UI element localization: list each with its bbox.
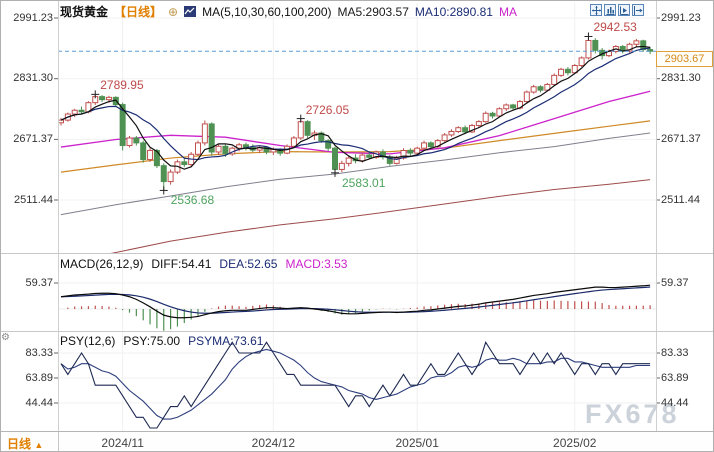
panel-settings-icon[interactable]: ⚙ <box>1 332 10 343</box>
psy-tick-left-1: 83.33 <box>25 347 53 359</box>
dea-value: DEA:52.65 <box>219 257 278 271</box>
month-label: 2024/12 <box>251 436 296 450</box>
candlestick-style-icon[interactable] <box>184 6 197 17</box>
psyma-value: PSYMA:73.61 <box>188 334 264 348</box>
watermark: FX678 <box>585 399 680 429</box>
chart-toolbar <box>590 4 644 16</box>
price-tick-left-3: 2671.37 <box>13 133 53 145</box>
timeframe-arrow-icon: ▲ <box>34 440 44 450</box>
month-label: 2025/01 <box>395 436 439 450</box>
ma-params-label[interactable]: MA(5,10,30,60,100,200) <box>202 4 332 19</box>
psy-params[interactable]: PSY(12,6) <box>60 334 116 348</box>
price-tick-left-2: 2831.30 <box>13 72 53 84</box>
annotation-low: 2583.01 <box>342 175 386 190</box>
timeframe-selector[interactable]: 日线 ▲ <box>7 437 44 451</box>
ma10-value: MA10:2890.81 <box>414 4 493 19</box>
macd-tick-right: 59.37 <box>661 277 689 289</box>
annotation-high: 2726.05 <box>305 102 350 117</box>
month-label: 2024/11 <box>101 436 144 450</box>
price-tick-left-1: 2991.23 <box>13 12 53 24</box>
ma30-value: MA <box>498 4 517 19</box>
time-axis-bar: 日线 ▲ 2024/11 2024/12 2025/01 2025/02 <box>1 431 713 451</box>
price-tick-right-2: 2831.30 <box>661 72 701 84</box>
psy-tick-left-3: 44.44 <box>25 397 53 409</box>
price-tick-right-3: 2671.37 <box>661 133 701 145</box>
psy-tick-right-2: 63.89 <box>661 372 689 384</box>
month-label: 2025/02 <box>553 436 597 450</box>
macd-params[interactable]: MACD(26,12,9) <box>60 257 144 271</box>
instrument-title: 现货黄金 <box>60 5 109 19</box>
diff-value: DIFF:54.41 <box>151 257 212 271</box>
add-indicator-icon[interactable]: ⊕ <box>168 4 179 19</box>
chart-header: 现货黄金 【日线】 ⊕ MA(5,10,30,60,100,200) MA5:2… <box>60 4 517 20</box>
psy-tick-right-3: 44.44 <box>661 397 689 409</box>
annotation-high: 2942.53 <box>593 20 637 35</box>
annotation-low: 2536.68 <box>170 193 215 208</box>
last-price-badge: 2903.67 <box>656 51 713 67</box>
axis-divider <box>58 432 59 451</box>
export-icon[interactable] <box>632 4 644 16</box>
indicator-panel-icon[interactable] <box>604 4 616 16</box>
psy-tick-left-2: 63.89 <box>25 372 53 384</box>
psy-panel-label: PSY(12,6) PSY:75.00 PSYMA:73.61 <box>60 334 263 348</box>
macd-panel-label: MACD(26,12,9) DIFF:54.41 DEA:52.65 MACD:… <box>60 257 347 271</box>
price-tick-left-4: 2511.44 <box>14 194 53 206</box>
ma5-value: MA5:2903.57 <box>337 4 409 19</box>
annotation-high: 2789.95 <box>100 78 144 93</box>
crosshair-icon[interactable] <box>590 4 602 16</box>
period-label[interactable]: 【日线】 <box>114 5 163 19</box>
price-tick-right-1: 2991.23 <box>661 12 701 24</box>
macd-tick-left: 59.37 <box>25 277 53 289</box>
price-tick-right-4: 2511.44 <box>661 194 700 206</box>
play-chart-icon[interactable] <box>618 4 630 16</box>
psy-value: PSY:75.00 <box>123 334 181 348</box>
macd-value: MACD:3.53 <box>285 257 348 271</box>
psy-tick-right-1: 83.33 <box>661 347 689 359</box>
